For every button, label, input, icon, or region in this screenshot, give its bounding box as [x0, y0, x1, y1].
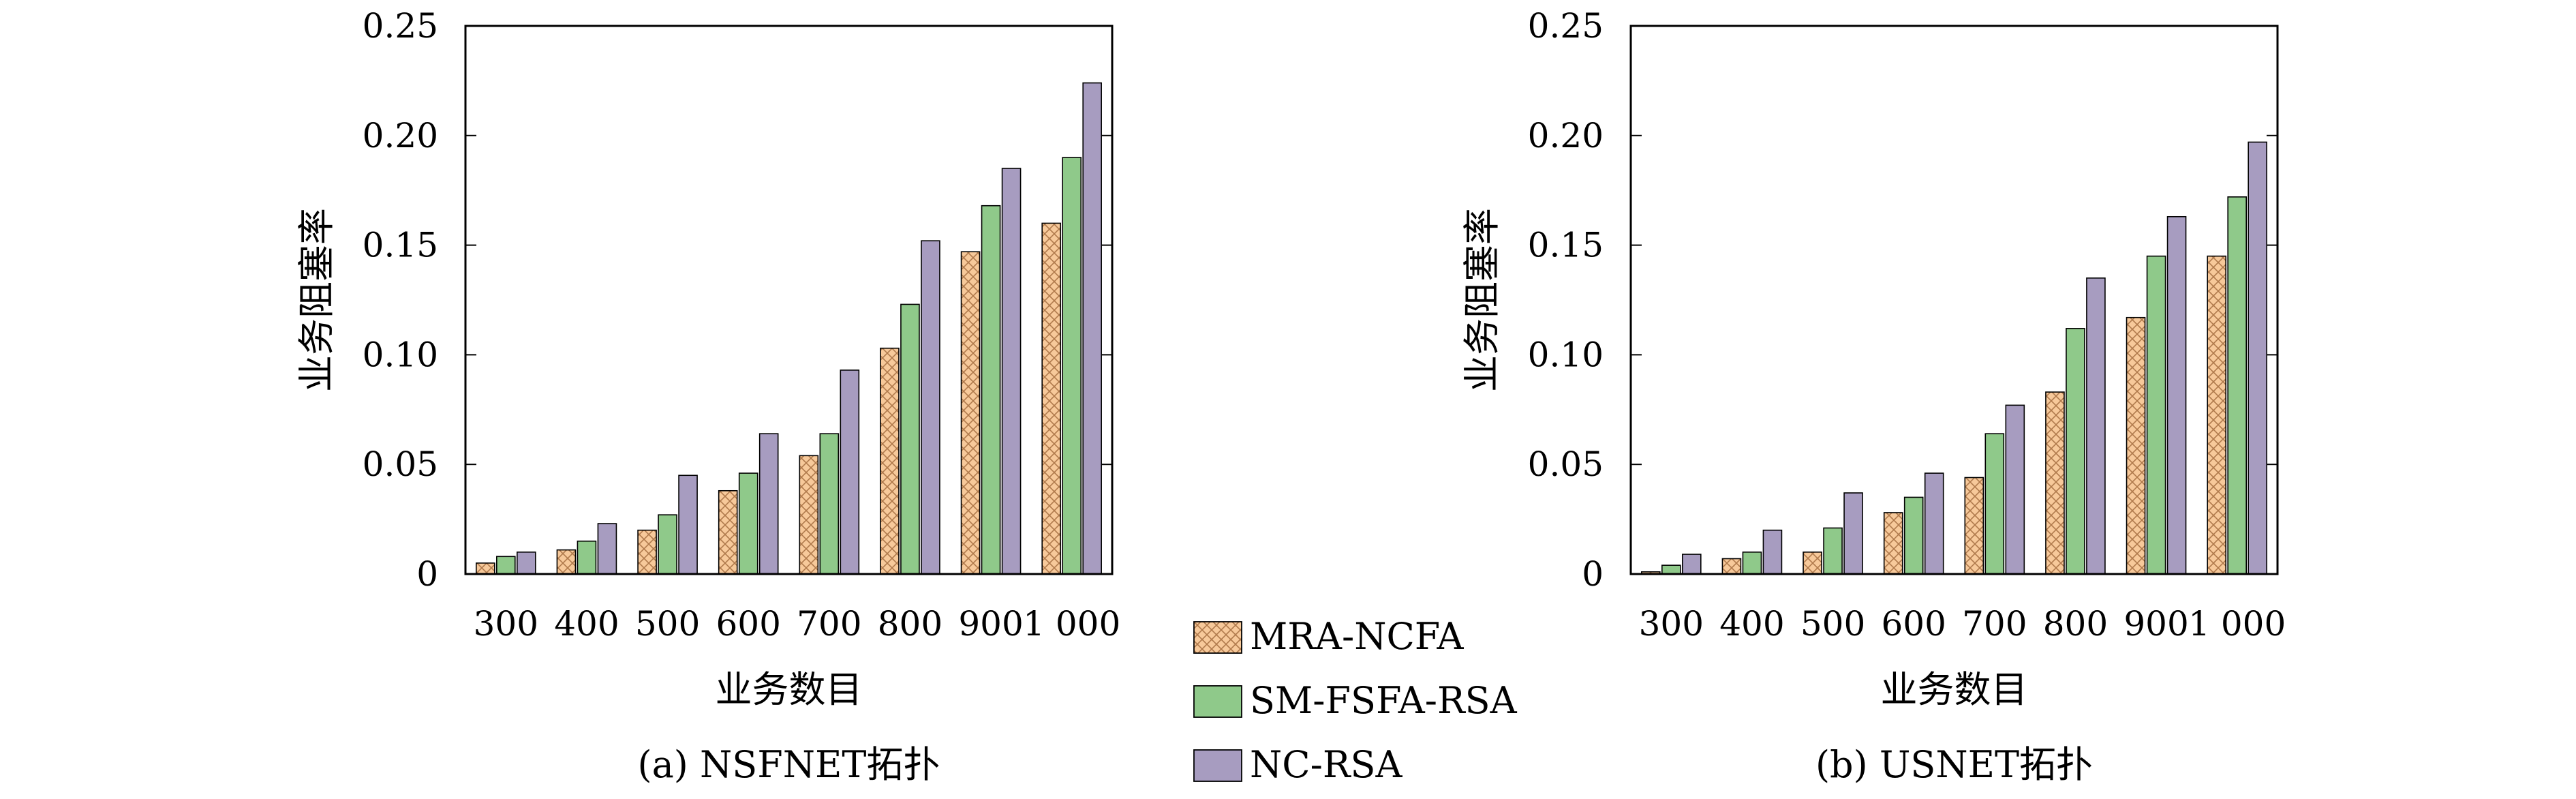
x-tick-label: 500 [1800, 604, 1865, 644]
x-tick-label: 900 [2123, 604, 2188, 644]
bar-sm-fsfa-rsa-900 [2146, 255, 2166, 575]
bar-nc-rsa-500 [1843, 492, 1863, 575]
bar-nc-rsa-300 [517, 552, 536, 575]
bar-nc-rsa-400 [597, 523, 617, 575]
bar-mra-ncfa-1000 [2207, 255, 2226, 575]
bar-sm-fsfa-rsa-1000 [2227, 196, 2247, 575]
bar-mra-ncfa-700 [1964, 477, 1984, 575]
legend-label-nc-rsa: NC-RSA [1250, 743, 1402, 786]
y-tick-label: 0.25 [363, 6, 438, 46]
x-tick-label: 300 [1639, 604, 1704, 644]
x-tick-label: 900 [958, 604, 1023, 644]
y-tick-label: 0.20 [1528, 116, 1604, 155]
bar-sm-fsfa-rsa-400 [1742, 552, 1762, 575]
legend: MRA-NCFA SM-FSFA-RSA NC-RSA [1193, 615, 1518, 786]
bar-mra-ncfa-700 [799, 455, 819, 575]
legend-swatch-mra-ncfa [1193, 621, 1242, 654]
bar-sm-fsfa-rsa-1000 [1062, 157, 1082, 575]
bar-mra-ncfa-900 [2126, 316, 2146, 575]
x-tick-label: 500 [635, 604, 700, 644]
bar-sm-fsfa-rsa-900 [981, 205, 1001, 575]
bar-mra-ncfa-500 [637, 529, 657, 575]
x-tick-label: 600 [716, 604, 780, 644]
bar-mra-ncfa-800 [2045, 391, 2065, 575]
y-tick-label: 0.15 [363, 226, 438, 265]
bar-mra-ncfa-1000 [1041, 222, 1061, 575]
bar-sm-fsfa-rsa-300 [1661, 564, 1681, 575]
y-tick-label: 0.10 [1528, 335, 1604, 374]
bar-mra-ncfa-600 [718, 489, 738, 575]
plot-frame [464, 25, 1114, 575]
bar-nc-rsa-400 [1762, 529, 1783, 575]
bar-sm-fsfa-rsa-600 [738, 472, 758, 575]
y-tick-label: 0.25 [1528, 6, 1604, 46]
bar-mra-ncfa-300 [476, 562, 495, 575]
chart-panel-1: 0 0.05 0.10 0.15 0.20 0.25 300 400 500 600 700 800 9… [295, 6, 1120, 786]
x-tick-label: 800 [2043, 604, 2108, 644]
bar-nc-rsa-600 [1924, 472, 1944, 575]
y-tick-label: 0 [416, 554, 438, 594]
plot-frame [1629, 25, 2279, 575]
bar-nc-rsa-900 [2166, 215, 2187, 575]
bar-nc-rsa-800 [921, 240, 940, 575]
bar-nc-rsa-700 [840, 370, 860, 575]
y-tick-label: 0 [1582, 554, 1604, 594]
bar-mra-ncfa-900 [960, 251, 981, 575]
x-tick-label: 400 [554, 604, 619, 644]
bar-nc-rsa-700 [2005, 404, 2025, 575]
legend-label-mra-ncfa: MRA-NCFA [1250, 615, 1465, 658]
x-tick-label: 800 [878, 604, 942, 644]
bar-sm-fsfa-rsa-300 [496, 556, 516, 575]
bar-nc-rsa-300 [1682, 554, 1702, 575]
y-tick-label: 0.15 [1528, 226, 1604, 265]
bar-sm-fsfa-rsa-400 [577, 540, 597, 575]
bar-sm-fsfa-rsa-800 [2066, 328, 2085, 575]
y-axis-label: 业务阻塞率 [295, 208, 338, 392]
bar-nc-rsa-600 [758, 433, 779, 575]
bar-sm-fsfa-rsa-500 [658, 514, 677, 575]
bar-nc-rsa-1000 [2248, 141, 2267, 575]
y-tick-label: 0.05 [1528, 444, 1604, 484]
x-tick-label: 400 [1719, 604, 1784, 644]
x-tick-label: 700 [797, 604, 861, 644]
bar-sm-fsfa-rsa-700 [1984, 433, 2005, 575]
bar-sm-fsfa-rsa-600 [1903, 496, 1924, 575]
x-tick-label: 1 000 [1023, 604, 1120, 644]
bar-mra-ncfa-800 [880, 347, 900, 575]
bar-mra-ncfa-600 [1883, 512, 1903, 575]
x-tick-label: 700 [1962, 604, 2027, 644]
bar-sm-fsfa-rsa-800 [900, 303, 920, 575]
x-axis-label: 业务数目 [1881, 668, 2028, 711]
bar-mra-ncfa-400 [556, 549, 577, 575]
legend-swatch-sm-fsfa-rsa [1193, 685, 1242, 718]
charts-layer: 0 0.05 0.10 0.15 0.20 0.25 300 400 500 600 700 800 9… [295, 6, 2286, 786]
x-tick-label: 600 [1881, 604, 1946, 644]
bar-sm-fsfa-rsa-700 [819, 433, 840, 575]
bar-sm-fsfa-rsa-500 [1823, 527, 1843, 575]
x-tick-label: 1 000 [2188, 604, 2286, 644]
legend-swatch-nc-rsa [1193, 749, 1242, 782]
legend-label-sm-fsfa-rsa: SM-FSFA-RSA [1250, 679, 1518, 722]
panel-caption: (b) USNET拓扑 [1815, 743, 2093, 786]
x-axis-label: 业务数目 [716, 668, 863, 711]
x-tick-label: 300 [474, 604, 538, 644]
panel-caption: (a) NSFNET拓扑 [638, 743, 940, 786]
bar-mra-ncfa-500 [1803, 552, 1822, 575]
chart-panel-2: 0 0.05 0.10 0.15 0.20 0.25 300 400 500 600 700 800 9… [1460, 6, 2286, 786]
bar-mra-ncfa-400 [1721, 558, 1742, 575]
y-tick-label: 0.10 [363, 335, 438, 374]
bar-nc-rsa-800 [2086, 277, 2106, 575]
y-tick-label: 0.05 [363, 444, 438, 484]
y-tick-label: 0.20 [363, 116, 438, 155]
y-axis-label: 业务阻塞率 [1460, 208, 1503, 392]
bar-nc-rsa-500 [678, 474, 698, 575]
bar-nc-rsa-900 [1001, 168, 1022, 575]
bar-nc-rsa-1000 [1082, 82, 1102, 575]
